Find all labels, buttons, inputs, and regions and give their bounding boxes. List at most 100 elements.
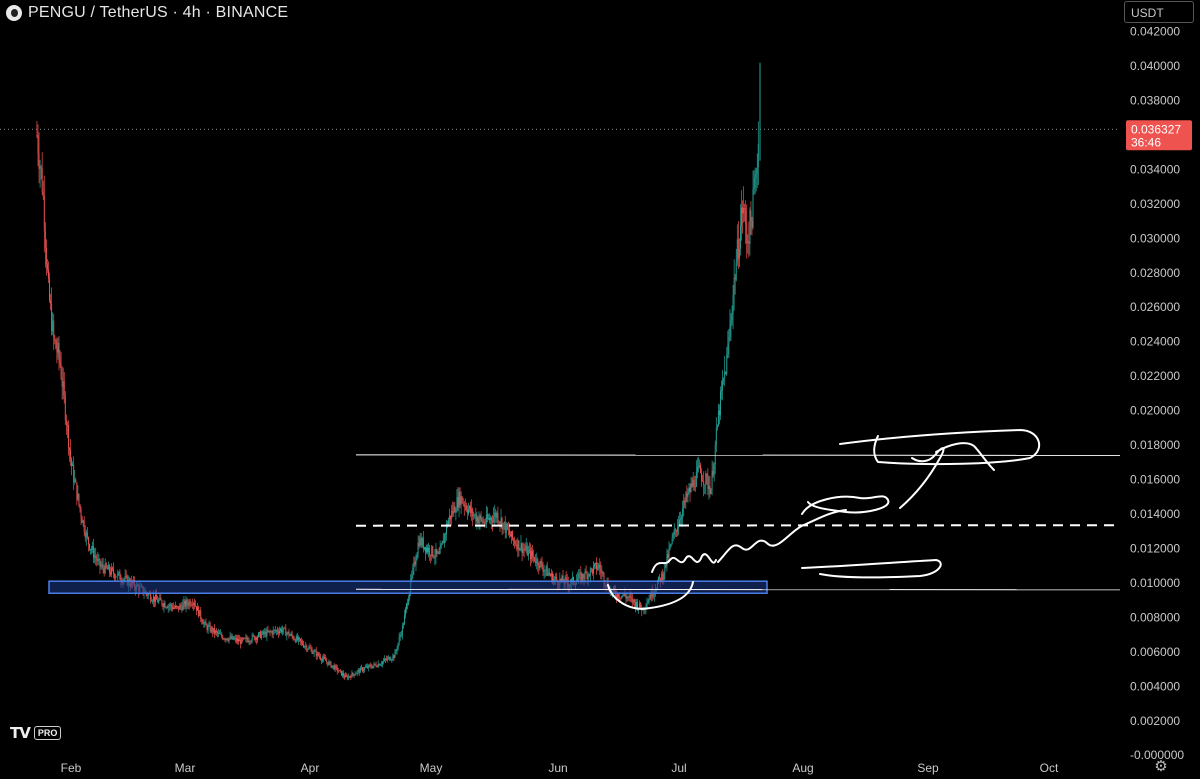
candle-body [225,638,227,640]
candle-body [250,640,252,642]
candle-body [182,603,184,611]
candle-body [277,632,279,634]
candle-body [292,636,294,640]
time-tick-label: May [420,761,443,775]
candle-body [350,676,352,678]
candle-body [678,525,679,528]
candle-body [407,603,409,605]
candle-body [174,607,175,609]
candle-body [428,547,430,552]
candle-body [659,576,661,578]
candle-body [441,540,443,545]
candle-body [377,663,379,667]
candle-body [303,644,305,648]
candle-body [38,153,40,169]
candle-body [676,527,678,532]
candle-body [469,506,470,510]
candle-body [486,514,488,520]
target-tick-drawing [935,442,995,471]
candle-body [204,622,206,623]
candle-body [124,575,126,580]
gear-icon[interactable]: ⚙ [1154,758,1168,775]
candle-body [413,561,415,568]
candle-body [712,470,714,476]
candle-body [364,667,365,670]
candle-body [119,571,121,580]
candle-body [192,603,194,606]
candle-body [76,482,78,500]
candle-body [363,669,364,671]
candle-body [726,354,728,375]
candle-body [582,573,584,579]
price-tick-label: 0.018000 [1130,438,1180,452]
candle-body [545,566,547,571]
candle-body [333,665,335,670]
candle-body [37,135,39,154]
candle-body [239,639,241,642]
candle-body [399,635,401,638]
price-tick-label: 0.038000 [1130,93,1180,107]
candle-body [94,555,96,558]
candle-body [713,464,715,476]
currency-selector[interactable]: USDT [1124,1,1194,23]
candle-body [427,547,428,552]
candle-body [52,320,54,332]
candle-body [723,378,725,382]
candle-body [728,337,730,345]
candle-body [526,545,528,556]
candle-body [281,628,283,632]
support-line [355,588,1121,591]
candle-body [153,596,154,602]
time-tick-label: Jun [548,761,567,775]
candle-body [522,548,524,554]
candle-body [448,520,449,526]
price-tick-label: 0.012000 [1130,541,1180,555]
candle-body [544,570,546,571]
candle-body [274,629,276,632]
candle-body [177,606,179,607]
candle-body [202,621,204,625]
price-label-countdown: 36:46 [1131,135,1161,149]
candle-body [298,637,300,639]
candle-body [219,632,221,634]
candle-body [591,569,593,574]
candle-body [637,601,638,610]
pengu-coin-icon [6,5,22,21]
candle-body [699,465,700,467]
candle-body [573,577,574,584]
candle-body [725,371,727,375]
candle-body [171,606,173,609]
candle-body [689,487,691,492]
price-tick-label: 0.024000 [1130,335,1180,349]
candle-body [430,554,432,557]
candle-body [472,509,474,517]
candle-body [423,547,425,549]
candle-body [147,593,149,596]
candle-body [510,534,511,537]
candle-body [466,510,468,514]
candle-body [308,647,310,650]
candle-body [397,642,399,649]
candle-body [715,428,717,445]
candle-body [681,517,683,520]
candle-body [96,558,98,561]
candle-body [442,540,444,544]
time-axis: Feb Mar Apr May Jun Jul Aug Sep Oct [61,761,1059,775]
candle-body [227,640,229,641]
candle-body [216,630,217,632]
candle-body [348,676,350,679]
candle-body [626,597,628,599]
candle-body [748,241,750,244]
candle-body [361,667,363,671]
candle-body [704,484,706,486]
candle-body [474,514,476,516]
candle-body [673,529,675,535]
candle-body [351,672,353,678]
candle-body [536,558,538,564]
candle-body [251,635,253,641]
price-tick-label: 0.006000 [1130,645,1180,659]
candle-body [461,496,463,504]
candle-body [323,656,325,659]
candle-body [347,676,349,679]
